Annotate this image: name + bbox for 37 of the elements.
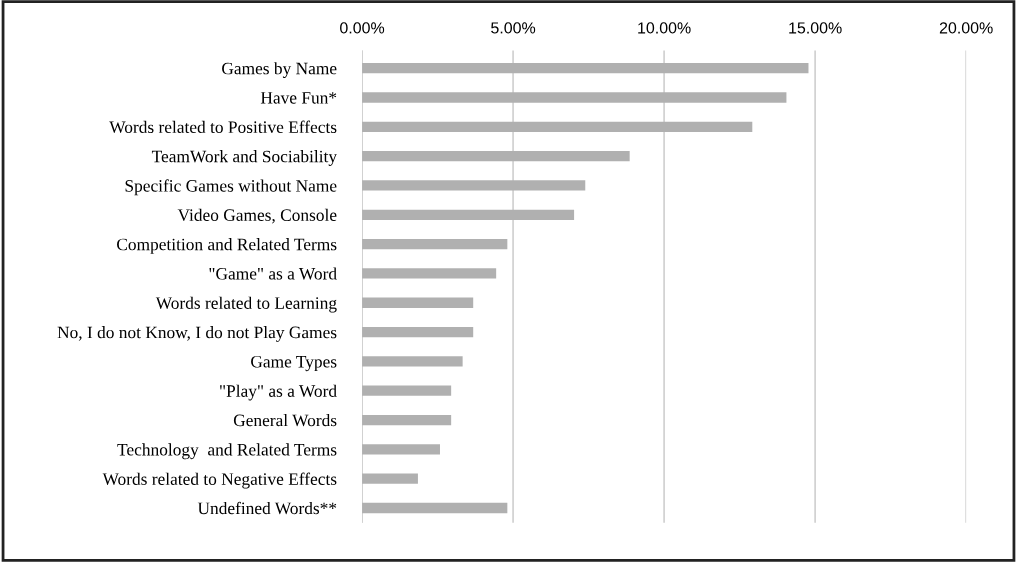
y-tick-label: Words related to Learning xyxy=(155,296,337,313)
bar xyxy=(362,502,508,514)
bar xyxy=(362,92,787,103)
x-tick-label: 15.00% xyxy=(789,22,842,34)
bar xyxy=(362,209,575,220)
bar xyxy=(362,151,630,162)
bar xyxy=(362,356,463,367)
y-tick-label: Words related to Positive Effects xyxy=(109,120,337,134)
bar xyxy=(362,444,440,455)
y-tick-label: Words related to Negative Effects xyxy=(102,472,337,489)
y-tick-label: Games by Name xyxy=(222,62,337,78)
y-tick-label: General Words xyxy=(233,414,337,427)
y-tick-label: Have Fun* xyxy=(260,92,337,104)
y-tick-label: Game Types xyxy=(251,355,337,372)
y-tick-label: Video Games, Console xyxy=(177,208,337,224)
x-tick-label: 20.00% xyxy=(939,22,993,34)
x-tick-label: 10.00% xyxy=(638,22,691,34)
bar xyxy=(362,385,452,396)
x-tick-label: 5.00% xyxy=(491,22,536,34)
bar xyxy=(362,268,497,279)
bar xyxy=(362,326,474,338)
bar xyxy=(362,180,586,191)
y-tick-label: Competition and Related Terms xyxy=(117,238,337,254)
y-tick-label: Undefined Words** xyxy=(197,501,337,515)
y-tick-label: TeamWork and Sociability xyxy=(151,150,337,166)
y-tick-label: No, I do not Know, I do not Play Games xyxy=(57,326,337,342)
bar xyxy=(362,414,452,426)
bar xyxy=(362,121,753,132)
y-tick-label: "Game" as a Word xyxy=(209,267,337,280)
bar xyxy=(362,473,418,484)
bar xyxy=(362,238,508,250)
y-tick-label: Specific Games without Name xyxy=(125,179,337,196)
y-tick-label: Technology and Related Terms xyxy=(117,443,337,460)
x-tick-label: 0.00% xyxy=(340,22,385,34)
bar xyxy=(362,297,474,308)
bar xyxy=(362,63,809,74)
y-tick-label: "Play" as a Word xyxy=(220,384,337,401)
